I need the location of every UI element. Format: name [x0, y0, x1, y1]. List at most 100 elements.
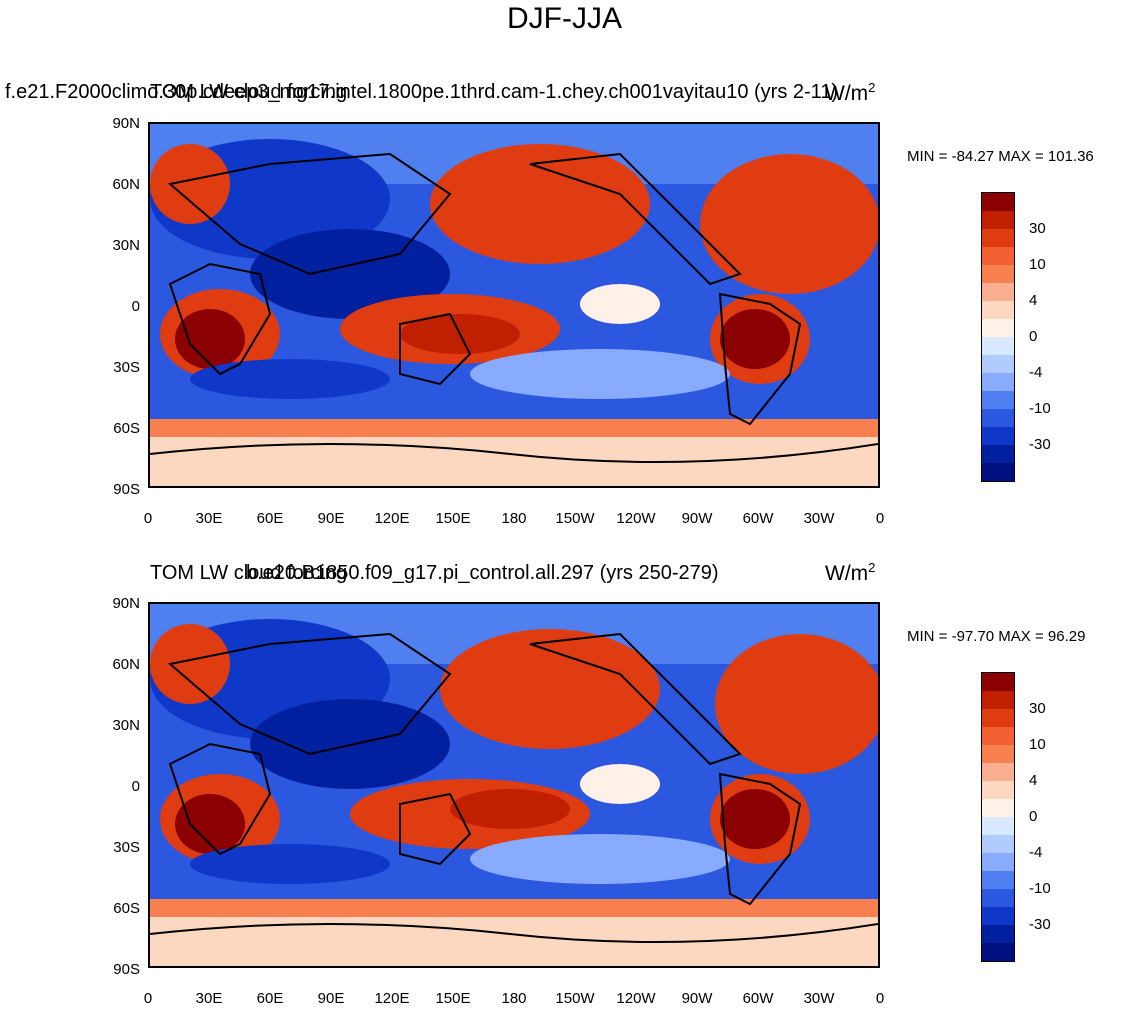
y-tick-label: 0 [131, 298, 140, 315]
colorbar-swatch [982, 427, 1014, 445]
colorbar-swatch [982, 319, 1014, 337]
colorbar-swatch [982, 409, 1014, 427]
colorbar-swatch [982, 463, 1014, 481]
colorbar-swatch [982, 925, 1014, 943]
colorbar-swatch [982, 247, 1014, 265]
units-label: W/m2 [825, 80, 876, 105]
x-tick-label: 30W [803, 510, 835, 527]
colorbar-label: 0 [1029, 328, 1038, 345]
x-tick-label: 60E [256, 990, 284, 1007]
y-tick-label: 90N [112, 115, 140, 132]
colorbar-swatch [982, 817, 1014, 835]
x-tick-label: 120W [616, 990, 656, 1007]
map-contours [150, 124, 878, 486]
colorbar-label: -30 [1029, 436, 1051, 453]
x-tick-label: 120W [616, 510, 656, 527]
map-plot-area [148, 602, 880, 968]
colorbar-swatch [982, 727, 1014, 745]
x-tick-label: 30W [803, 990, 835, 1007]
colorbar-swatch [982, 337, 1014, 355]
y-tick-label: 30S [113, 359, 140, 376]
x-tick-label: 0 [143, 990, 153, 1007]
colorbar-swatch [982, 391, 1014, 409]
y-tick-label: 90S [113, 961, 140, 978]
colorbar-swatch [982, 835, 1014, 853]
colorbar-swatch [982, 373, 1014, 391]
model-title: b.e20.B1850.f09_g17.pi_control.all.297 (… [246, 562, 719, 584]
x-tick-label: 90E [317, 510, 345, 527]
x-tick-label: 0 [875, 990, 885, 1007]
variable-title: TOM LW cloud forcing [150, 562, 348, 584]
x-tick-label: 150E [435, 510, 471, 527]
colorbar-swatch [982, 265, 1014, 283]
colorbar-swatch [982, 283, 1014, 301]
y-tick-label: 60N [112, 656, 140, 673]
x-tick-label: 60E [256, 510, 284, 527]
colorbar [981, 192, 1015, 482]
colorbar-label: -30 [1029, 916, 1051, 933]
y-tick-label: 90N [112, 595, 140, 612]
colorbar-label: -4 [1029, 364, 1043, 381]
x-tick-label: 120E [374, 990, 410, 1007]
x-tick-label: 90E [317, 990, 345, 1007]
x-tick-label: 60W [742, 510, 774, 527]
colorbar-swatch [982, 745, 1014, 763]
colorbar-label: -4 [1029, 844, 1043, 861]
y-tick-label: 30N [112, 717, 140, 734]
colorbar-swatch [982, 781, 1014, 799]
x-tick-label: 90W [681, 990, 713, 1007]
colorbar-label: 4 [1029, 772, 1038, 789]
colorbar-swatch [982, 355, 1014, 373]
x-tick-label: 30E [195, 990, 223, 1007]
units-label: W/m2 [825, 560, 876, 585]
colorbar-swatch [982, 673, 1014, 691]
page-title: DJF-JJA [507, 2, 622, 35]
x-tick-label: 150E [435, 990, 471, 1007]
colorbar-swatch [982, 907, 1014, 925]
colorbar-swatch [982, 193, 1014, 211]
colorbar-swatch [982, 211, 1014, 229]
map-panel-top: f.e21.F2000climo.30p.cdeep3_mg17.intel.1… [0, 70, 1129, 550]
colorbar-label: -10 [1029, 400, 1051, 417]
x-tick-label: 0 [143, 510, 153, 527]
model-title: f.e21.F2000climo.30p.cdeep3_mg17.intel.1… [5, 81, 839, 103]
map-contours [150, 604, 878, 966]
y-tick-label: 90S [113, 481, 140, 498]
x-tick-label: 0 [875, 510, 885, 527]
colorbar-label: 0 [1029, 808, 1038, 825]
x-tick-label: 180 [501, 510, 527, 527]
colorbar-label: 10 [1029, 256, 1046, 273]
y-tick-label: 60N [112, 176, 140, 193]
x-tick-label: 60W [742, 990, 774, 1007]
map-panel-bottom: TOM LW cloud forcing b.e20.B1850.f09_g17… [0, 550, 1129, 1030]
x-tick-label: 90W [681, 510, 713, 527]
x-tick-label: 120E [374, 510, 410, 527]
min-max-label: MIN = -84.27 MAX = 101.36 [907, 148, 1094, 165]
y-tick-label: 30N [112, 237, 140, 254]
colorbar-swatch [982, 763, 1014, 781]
colorbar-label: 30 [1029, 700, 1046, 717]
map-plot-area [148, 122, 880, 488]
y-tick-label: 30S [113, 839, 140, 856]
colorbar-swatch [982, 445, 1014, 463]
variable-title: TOM LW cloud forcing [150, 81, 348, 103]
colorbar-label: -10 [1029, 880, 1051, 897]
min-max-label: MIN = -97.70 MAX = 96.29 [907, 628, 1086, 645]
colorbar-swatch [982, 691, 1014, 709]
x-tick-label: 30E [195, 510, 223, 527]
colorbar-swatch [982, 943, 1014, 961]
colorbar-swatch [982, 889, 1014, 907]
colorbar-label: 30 [1029, 220, 1046, 237]
colorbar-label: 10 [1029, 736, 1046, 753]
colorbar-swatch [982, 229, 1014, 247]
x-tick-label: 150W [555, 990, 595, 1007]
colorbar-swatch [982, 709, 1014, 727]
colorbar-swatch [982, 853, 1014, 871]
colorbar [981, 672, 1015, 962]
colorbar-swatch [982, 301, 1014, 319]
colorbar-swatch [982, 799, 1014, 817]
colorbar-label: 4 [1029, 292, 1038, 309]
x-tick-label: 150W [555, 510, 595, 527]
y-tick-label: 60S [113, 420, 140, 437]
y-tick-label: 0 [131, 778, 140, 795]
